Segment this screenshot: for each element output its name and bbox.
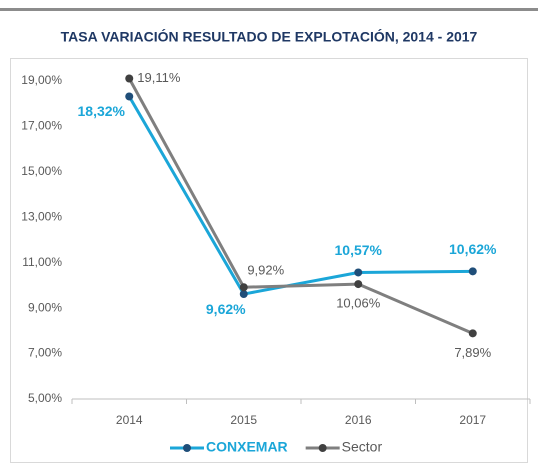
line (127, 95, 473, 296)
legend-label: CONXEMAR (206, 439, 288, 455)
y-tick-label: 5,00% (28, 391, 62, 405)
data-label: 10,06% (336, 296, 381, 311)
x-tick-label: 2014 (116, 413, 143, 427)
data-label: 7,89% (454, 345, 491, 360)
data-label: 10,62% (449, 241, 497, 257)
marker (354, 268, 363, 277)
x-tick-label: 2017 (459, 413, 486, 427)
top-rule (0, 8, 538, 11)
data-label: 10,57% (335, 242, 383, 258)
chart-title: TASA VARIACIÓN RESULTADO DE EXPLOTACIÓN,… (61, 28, 478, 45)
y-tick-label: 11,00% (22, 255, 62, 269)
legend-marker (183, 444, 191, 452)
y-tick-label: 9,00% (28, 300, 62, 314)
data-label: 9,92% (247, 263, 284, 278)
marker (468, 267, 477, 276)
data-label: 9,62% (206, 301, 246, 317)
legend-label: Sector (342, 439, 383, 455)
y-tick-label: 13,00% (21, 209, 62, 223)
y-tick-label: 7,00% (28, 346, 62, 360)
marker (239, 290, 248, 299)
x-tick-label: 2016 (345, 413, 372, 427)
y-tick-label: 19,00% (21, 73, 62, 87)
marker (239, 283, 248, 292)
marker (125, 92, 134, 101)
legend-marker (318, 444, 327, 452)
data-label: 18,32% (78, 103, 126, 119)
marker (468, 329, 477, 338)
data-label: 19,11% (137, 70, 181, 85)
y-tick-label: 17,00% (21, 119, 62, 133)
x-tick-label: 2015 (230, 413, 257, 427)
y-tick-label: 15,00% (21, 164, 62, 178)
line (127, 77, 474, 335)
chart-border (10, 58, 528, 463)
marker (354, 280, 363, 289)
marker (125, 74, 134, 83)
